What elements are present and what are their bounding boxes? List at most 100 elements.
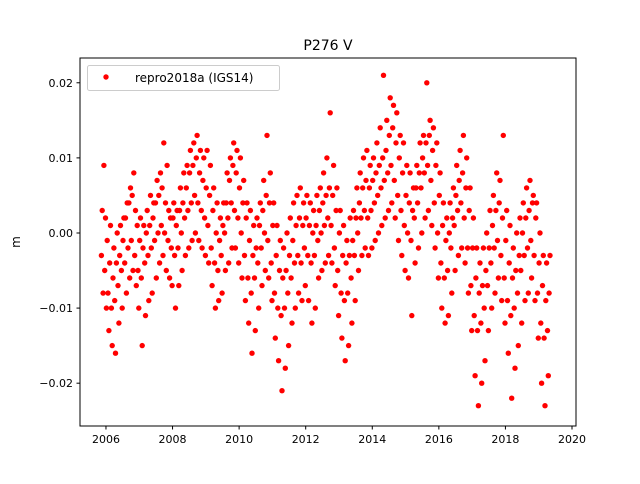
data-point — [393, 140, 399, 146]
data-point — [490, 192, 497, 199]
data-point — [465, 290, 472, 296]
data-point — [433, 162, 439, 169]
data-point — [143, 230, 149, 236]
data-point — [114, 230, 120, 236]
data-point — [394, 110, 400, 116]
data-point — [246, 237, 253, 244]
data-point — [118, 267, 125, 274]
data-point — [515, 342, 521, 349]
data-point — [271, 290, 278, 296]
data-point — [320, 170, 327, 176]
data-point — [211, 260, 218, 266]
data-point — [444, 215, 450, 221]
data-point — [318, 230, 324, 236]
data-point — [495, 275, 502, 281]
data-point — [231, 140, 237, 146]
data-point — [535, 335, 541, 341]
data-point — [536, 260, 542, 266]
data-point — [482, 358, 488, 364]
data-point — [439, 305, 445, 311]
data-point — [326, 185, 333, 191]
data-point — [273, 252, 279, 259]
data-point — [524, 245, 531, 251]
data-point — [302, 282, 308, 289]
data-point — [411, 215, 417, 221]
data-point — [464, 155, 470, 161]
data-point — [266, 200, 273, 206]
data-point — [249, 350, 255, 356]
data-point — [256, 305, 262, 311]
data-point — [125, 245, 131, 251]
data-point — [219, 290, 225, 296]
data-point — [469, 327, 475, 334]
data-point — [101, 162, 107, 169]
data-point — [294, 192, 300, 199]
data-point — [528, 275, 535, 281]
data-point — [444, 267, 451, 274]
data-point — [171, 252, 178, 259]
data-point — [185, 207, 191, 214]
data-point — [533, 200, 540, 206]
data-point — [449, 215, 456, 221]
data-point — [292, 305, 298, 311]
data-point — [327, 110, 333, 116]
data-point — [534, 290, 541, 296]
data-point — [181, 170, 187, 176]
data-point — [475, 403, 482, 409]
data-point — [215, 267, 221, 274]
data-point — [154, 177, 160, 184]
data-point — [285, 342, 292, 349]
data-point — [187, 147, 194, 154]
data-point — [450, 185, 457, 191]
data-point — [372, 237, 378, 244]
data-point — [485, 327, 492, 334]
data-point — [131, 170, 137, 176]
data-point — [206, 192, 213, 199]
data-point — [399, 170, 406, 176]
data-point — [230, 162, 236, 169]
data-point — [511, 305, 517, 311]
data-point — [169, 282, 175, 289]
data-point — [311, 252, 318, 259]
legend-marker — [103, 74, 109, 80]
data-point — [469, 245, 476, 251]
x-tick-label: 2020 — [558, 433, 586, 446]
x-axis: 2006 2008 2010 2012 2014 2016 2018 2020 — [92, 426, 586, 446]
data-point — [416, 170, 422, 176]
data-point — [206, 260, 212, 266]
data-point — [348, 275, 354, 281]
y-axis-label: m — [9, 236, 23, 248]
data-point — [306, 222, 313, 229]
data-point — [406, 200, 412, 206]
data-point — [182, 252, 189, 259]
data-point — [363, 177, 369, 184]
data-point — [153, 275, 159, 281]
data-point — [145, 252, 151, 259]
data-point — [304, 192, 310, 199]
data-point — [149, 290, 155, 296]
data-point — [314, 192, 320, 199]
data-point — [150, 215, 156, 221]
data-point — [379, 222, 385, 229]
data-point — [344, 237, 350, 244]
data-point — [509, 395, 515, 401]
data-point — [454, 207, 461, 214]
data-point — [357, 170, 363, 176]
data-point — [381, 177, 387, 184]
data-point — [305, 297, 312, 304]
y-tick-label: 0.02 — [49, 77, 74, 90]
data-point — [223, 200, 229, 206]
data-point — [272, 335, 278, 341]
data-point — [523, 185, 530, 191]
data-point — [375, 192, 381, 199]
data-point — [257, 200, 263, 206]
data-point — [339, 335, 345, 341]
data-point — [355, 267, 362, 274]
data-point — [99, 207, 105, 214]
data-point — [106, 327, 112, 334]
data-point — [155, 230, 161, 236]
data-point — [354, 185, 360, 191]
data-point — [387, 95, 393, 101]
data-point — [355, 230, 361, 236]
data-point — [226, 177, 233, 184]
